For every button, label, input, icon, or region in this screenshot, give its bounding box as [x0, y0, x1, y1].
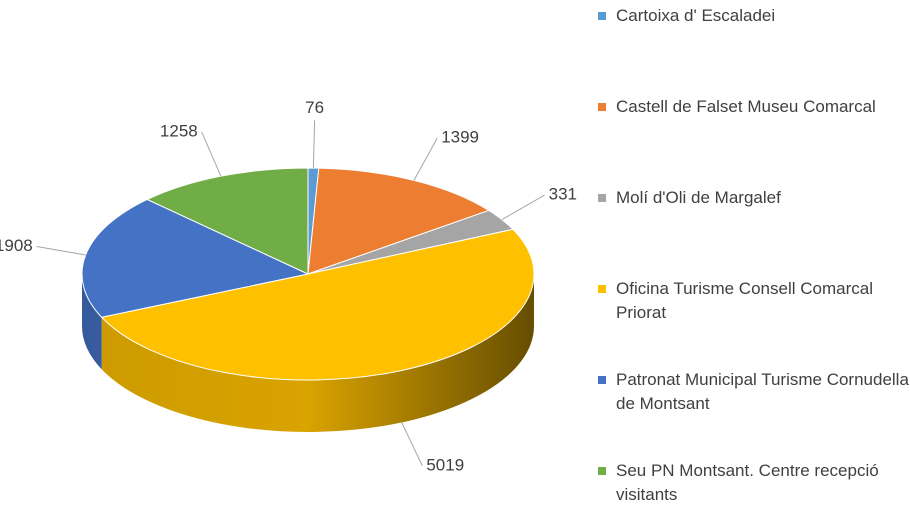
leader-line: [413, 137, 438, 181]
data-label: 5019: [426, 455, 464, 474]
legend-item: Oficina Turisme Consell Comarcal Priorat: [598, 277, 910, 325]
leader-line: [312, 120, 316, 169]
slice-side: [82, 274, 102, 370]
legend-label: Patronat Municipal Turisme Cornudella de…: [616, 370, 909, 413]
data-label: 76: [305, 98, 324, 117]
legend-swatch: [598, 467, 606, 475]
legend-item: Seu PN Montsant. Centre recepció visitan…: [598, 459, 910, 507]
slice-side: [101, 274, 535, 432]
legend-swatch: [598, 194, 606, 202]
slice: [100, 228, 535, 381]
leader-line: [501, 194, 545, 221]
legend-label: Molí d'Oli de Margalef: [616, 188, 781, 207]
leader-line: [36, 246, 86, 256]
legend-label: Oficina Turisme Consell Comarcal Priorat: [616, 279, 873, 322]
legend-swatch: [598, 376, 606, 384]
data-label: 1908: [0, 236, 33, 255]
legend-item: Castell de Falset Museu Comarcal: [598, 95, 910, 119]
data-label: 1399: [441, 128, 479, 147]
data-label: 331: [549, 185, 577, 204]
legend-item: Patronat Municipal Turisme Cornudella de…: [598, 368, 910, 416]
legend-swatch: [598, 103, 606, 111]
legend-swatch: [598, 285, 606, 293]
leader-line: [401, 422, 423, 467]
legend-label: Seu PN Montsant. Centre recepció visitan…: [616, 461, 879, 504]
leader-line: [201, 131, 222, 177]
legend-label: Castell de Falset Museu Comarcal: [616, 97, 876, 116]
legend-swatch: [598, 12, 606, 20]
slice: [146, 167, 309, 275]
legend-item: Molí d'Oli de Margalef: [598, 186, 910, 210]
data-label: 1258: [160, 122, 198, 141]
legend-item: Cartoixa d' Escaladei: [598, 4, 910, 28]
legend-label: Cartoixa d' Escaladei: [616, 6, 776, 25]
